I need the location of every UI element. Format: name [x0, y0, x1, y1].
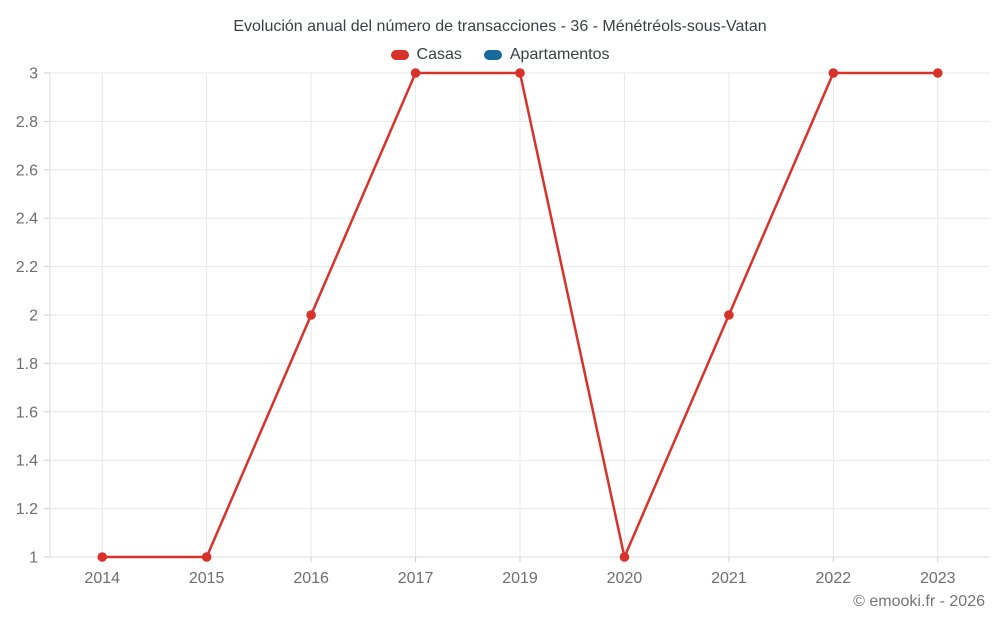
x-axis-tick-label: 2021	[711, 570, 747, 587]
casas-data-point-2022[interactable]	[828, 68, 839, 78]
x-axis-tick-label: 2016	[293, 570, 329, 587]
casas-data-point-2023[interactable]	[932, 68, 943, 78]
y-axis-tick-label: 2.8	[16, 114, 38, 131]
y-axis-tick-label: 2.4	[16, 211, 38, 228]
y-axis-tick-label: 1.6	[16, 404, 38, 421]
y-axis-tick-label: 1.2	[16, 501, 38, 518]
chart-title: Evolución anual del número de transaccio…	[233, 18, 767, 35]
apartamentos-series-swatch-icon	[483, 50, 502, 60]
casas-data-point-2019[interactable]	[515, 68, 525, 78]
y-axis-tick-label: 3	[29, 66, 38, 83]
y-axis-tick-label: 1.8	[16, 356, 38, 373]
casas-data-point-2021[interactable]	[724, 310, 734, 320]
x-axis-tick-label: 2020	[607, 570, 643, 587]
x-axis-tick-label: 2023	[920, 570, 956, 587]
y-axis-tick-label: 2.6	[16, 162, 38, 179]
x-axis-tick-label: 2017	[398, 570, 434, 587]
legend: Casas Apartamentos	[0, 46, 1000, 64]
legend-item-casas[interactable]: Casas	[390, 46, 462, 64]
casas-data-point-2015[interactable]	[201, 552, 212, 562]
y-axis-tick-label: 1.4	[16, 453, 38, 470]
y-axis-tick-label: 2.2	[16, 259, 38, 276]
legend-label-apartamentos: Apartamentos	[509, 46, 610, 63]
x-axis-tick-label: 2019	[502, 570, 538, 587]
x-axis-tick-label: 2014	[84, 570, 120, 587]
legend-label-casas: Casas	[416, 46, 462, 63]
x-axis-tick-label: 2022	[816, 570, 852, 587]
casas-series-swatch-icon	[390, 50, 409, 60]
casas-data-point-2014[interactable]	[97, 552, 108, 562]
casas-data-point-2016[interactable]	[306, 310, 316, 320]
casas-data-point-2020[interactable]	[619, 552, 630, 562]
copyright-credit: © emooki.fr - 2026	[853, 593, 985, 610]
casas-data-point-2017[interactable]	[410, 68, 421, 78]
x-axis-tick-label: 2015	[189, 570, 225, 587]
y-axis-tick-label: 2	[29, 308, 38, 325]
y-axis-tick-label: 1	[29, 550, 38, 567]
legend-item-apartamentos[interactable]: Apartamentos	[483, 46, 610, 64]
